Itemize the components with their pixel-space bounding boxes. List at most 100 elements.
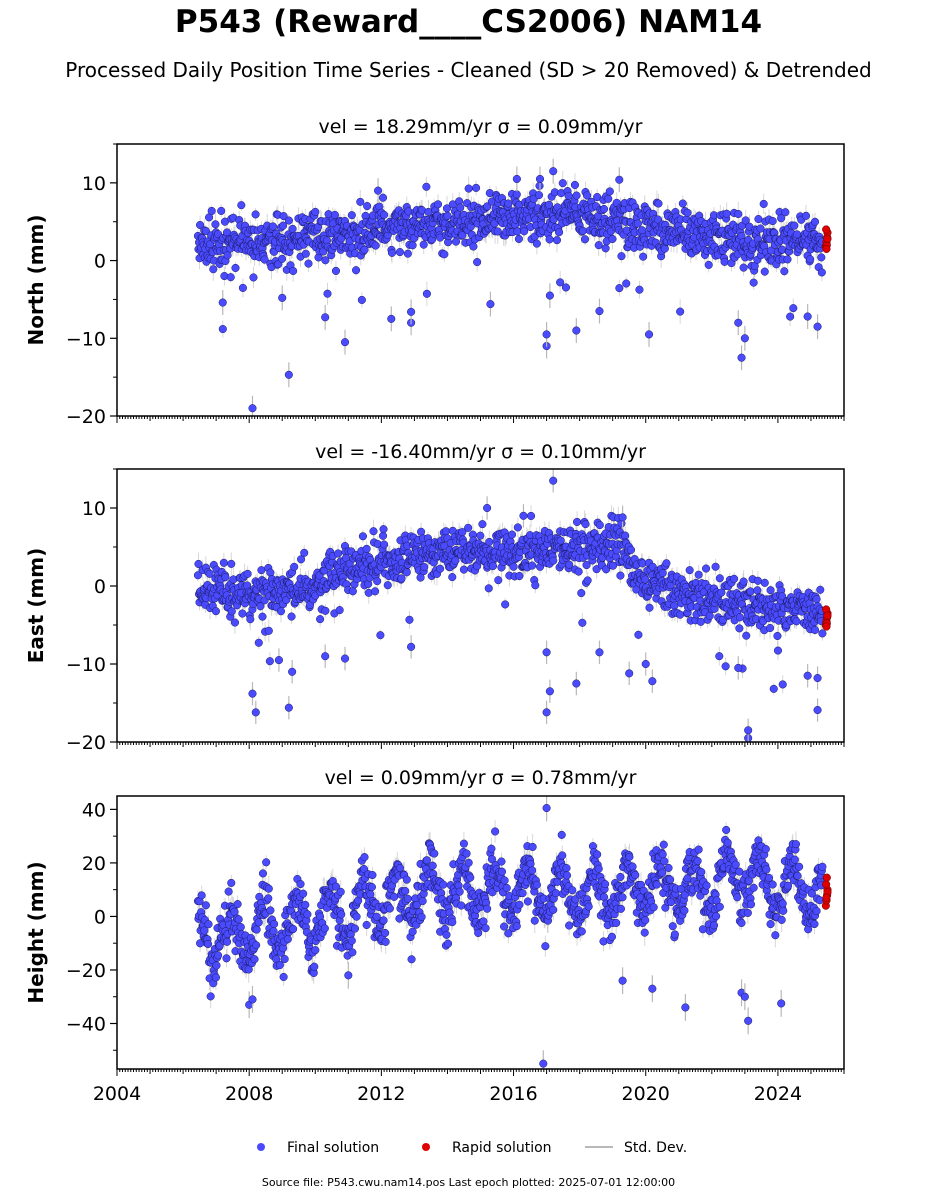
final-point bbox=[334, 549, 343, 558]
final-point bbox=[549, 556, 558, 565]
final-point bbox=[512, 174, 521, 184]
north-data bbox=[193, 158, 832, 416]
final-point bbox=[422, 289, 431, 298]
final-point bbox=[735, 624, 744, 633]
final-point bbox=[678, 199, 687, 208]
final-point bbox=[451, 237, 461, 246]
final-point bbox=[373, 577, 382, 586]
final-point bbox=[545, 235, 554, 244]
final-point bbox=[817, 268, 826, 277]
final-point bbox=[578, 618, 587, 627]
final-point bbox=[284, 370, 293, 379]
final-point bbox=[340, 338, 350, 347]
final-point bbox=[705, 611, 714, 620]
final-point bbox=[268, 222, 278, 231]
final-point bbox=[595, 307, 604, 316]
final-point bbox=[277, 254, 287, 263]
final-point bbox=[549, 167, 558, 176]
final-point bbox=[279, 212, 288, 221]
final-point bbox=[473, 258, 482, 267]
final-point bbox=[531, 581, 540, 590]
final-point bbox=[227, 559, 236, 568]
final-point bbox=[284, 216, 293, 225]
final-point bbox=[237, 201, 246, 210]
final-point bbox=[634, 630, 643, 639]
final-point bbox=[721, 662, 730, 671]
final-point bbox=[578, 226, 587, 235]
final-point bbox=[535, 174, 545, 184]
north-panel-title: vel = 18.29mm/yr σ = 0.09mm/yr bbox=[319, 116, 643, 138]
east-data bbox=[193, 469, 832, 742]
final-point bbox=[604, 194, 613, 203]
final-point bbox=[683, 208, 692, 217]
final-point bbox=[360, 245, 369, 254]
final-point bbox=[660, 244, 669, 253]
final-point bbox=[287, 612, 296, 621]
rapid-point bbox=[822, 225, 831, 234]
final-point bbox=[583, 191, 592, 200]
final-point bbox=[416, 573, 425, 582]
final-point bbox=[441, 527, 450, 536]
final-point bbox=[722, 209, 731, 218]
final-point bbox=[472, 183, 481, 192]
final-point bbox=[279, 221, 288, 230]
final-point bbox=[760, 267, 769, 276]
final-point bbox=[387, 314, 396, 323]
final-point bbox=[658, 568, 667, 578]
final-point bbox=[644, 330, 654, 339]
final-point bbox=[246, 615, 255, 624]
final-point bbox=[570, 180, 579, 190]
final-point bbox=[248, 404, 257, 413]
final-point bbox=[616, 571, 625, 580]
final-point bbox=[300, 548, 309, 557]
final-point bbox=[555, 228, 564, 237]
final-point bbox=[443, 211, 452, 220]
final-point bbox=[383, 581, 392, 590]
final-point bbox=[676, 307, 685, 316]
final-point bbox=[582, 561, 591, 570]
final-point bbox=[193, 571, 203, 580]
final-point bbox=[219, 558, 228, 567]
final-point bbox=[459, 565, 468, 574]
final-point bbox=[781, 208, 790, 217]
final-point bbox=[766, 586, 775, 595]
final-point bbox=[218, 325, 227, 334]
final-point bbox=[780, 267, 789, 276]
final-point bbox=[486, 300, 495, 309]
final-point bbox=[301, 249, 310, 258]
final-point bbox=[753, 576, 762, 585]
final-point bbox=[408, 241, 417, 250]
final-point bbox=[561, 283, 571, 292]
final-point bbox=[509, 562, 518, 571]
y-tick-label: −10 bbox=[66, 328, 106, 350]
y-tick-label: −20 bbox=[66, 406, 106, 428]
final-point bbox=[789, 304, 798, 313]
final-point bbox=[783, 255, 792, 264]
final-point bbox=[545, 291, 554, 300]
final-point bbox=[433, 200, 443, 209]
final-point bbox=[374, 186, 383, 195]
final-point bbox=[527, 511, 536, 521]
final-point bbox=[715, 574, 724, 583]
final-point bbox=[552, 236, 562, 245]
final-point bbox=[258, 612, 267, 621]
final-point bbox=[735, 613, 744, 622]
final-point bbox=[581, 520, 590, 529]
final-point bbox=[749, 278, 758, 287]
final-point bbox=[483, 202, 492, 211]
final-point bbox=[514, 234, 523, 243]
final-point bbox=[264, 626, 273, 635]
final-point bbox=[621, 531, 630, 540]
final-point bbox=[694, 570, 703, 579]
final-point bbox=[507, 530, 517, 539]
final-point bbox=[403, 249, 412, 258]
final-point bbox=[265, 657, 274, 666]
final-point bbox=[218, 298, 227, 307]
final-point bbox=[205, 569, 214, 578]
final-point bbox=[626, 545, 636, 554]
final-point bbox=[469, 242, 478, 251]
final-point bbox=[363, 202, 372, 211]
final-point bbox=[601, 244, 610, 253]
final-point bbox=[739, 577, 748, 586]
final-point bbox=[528, 561, 537, 570]
